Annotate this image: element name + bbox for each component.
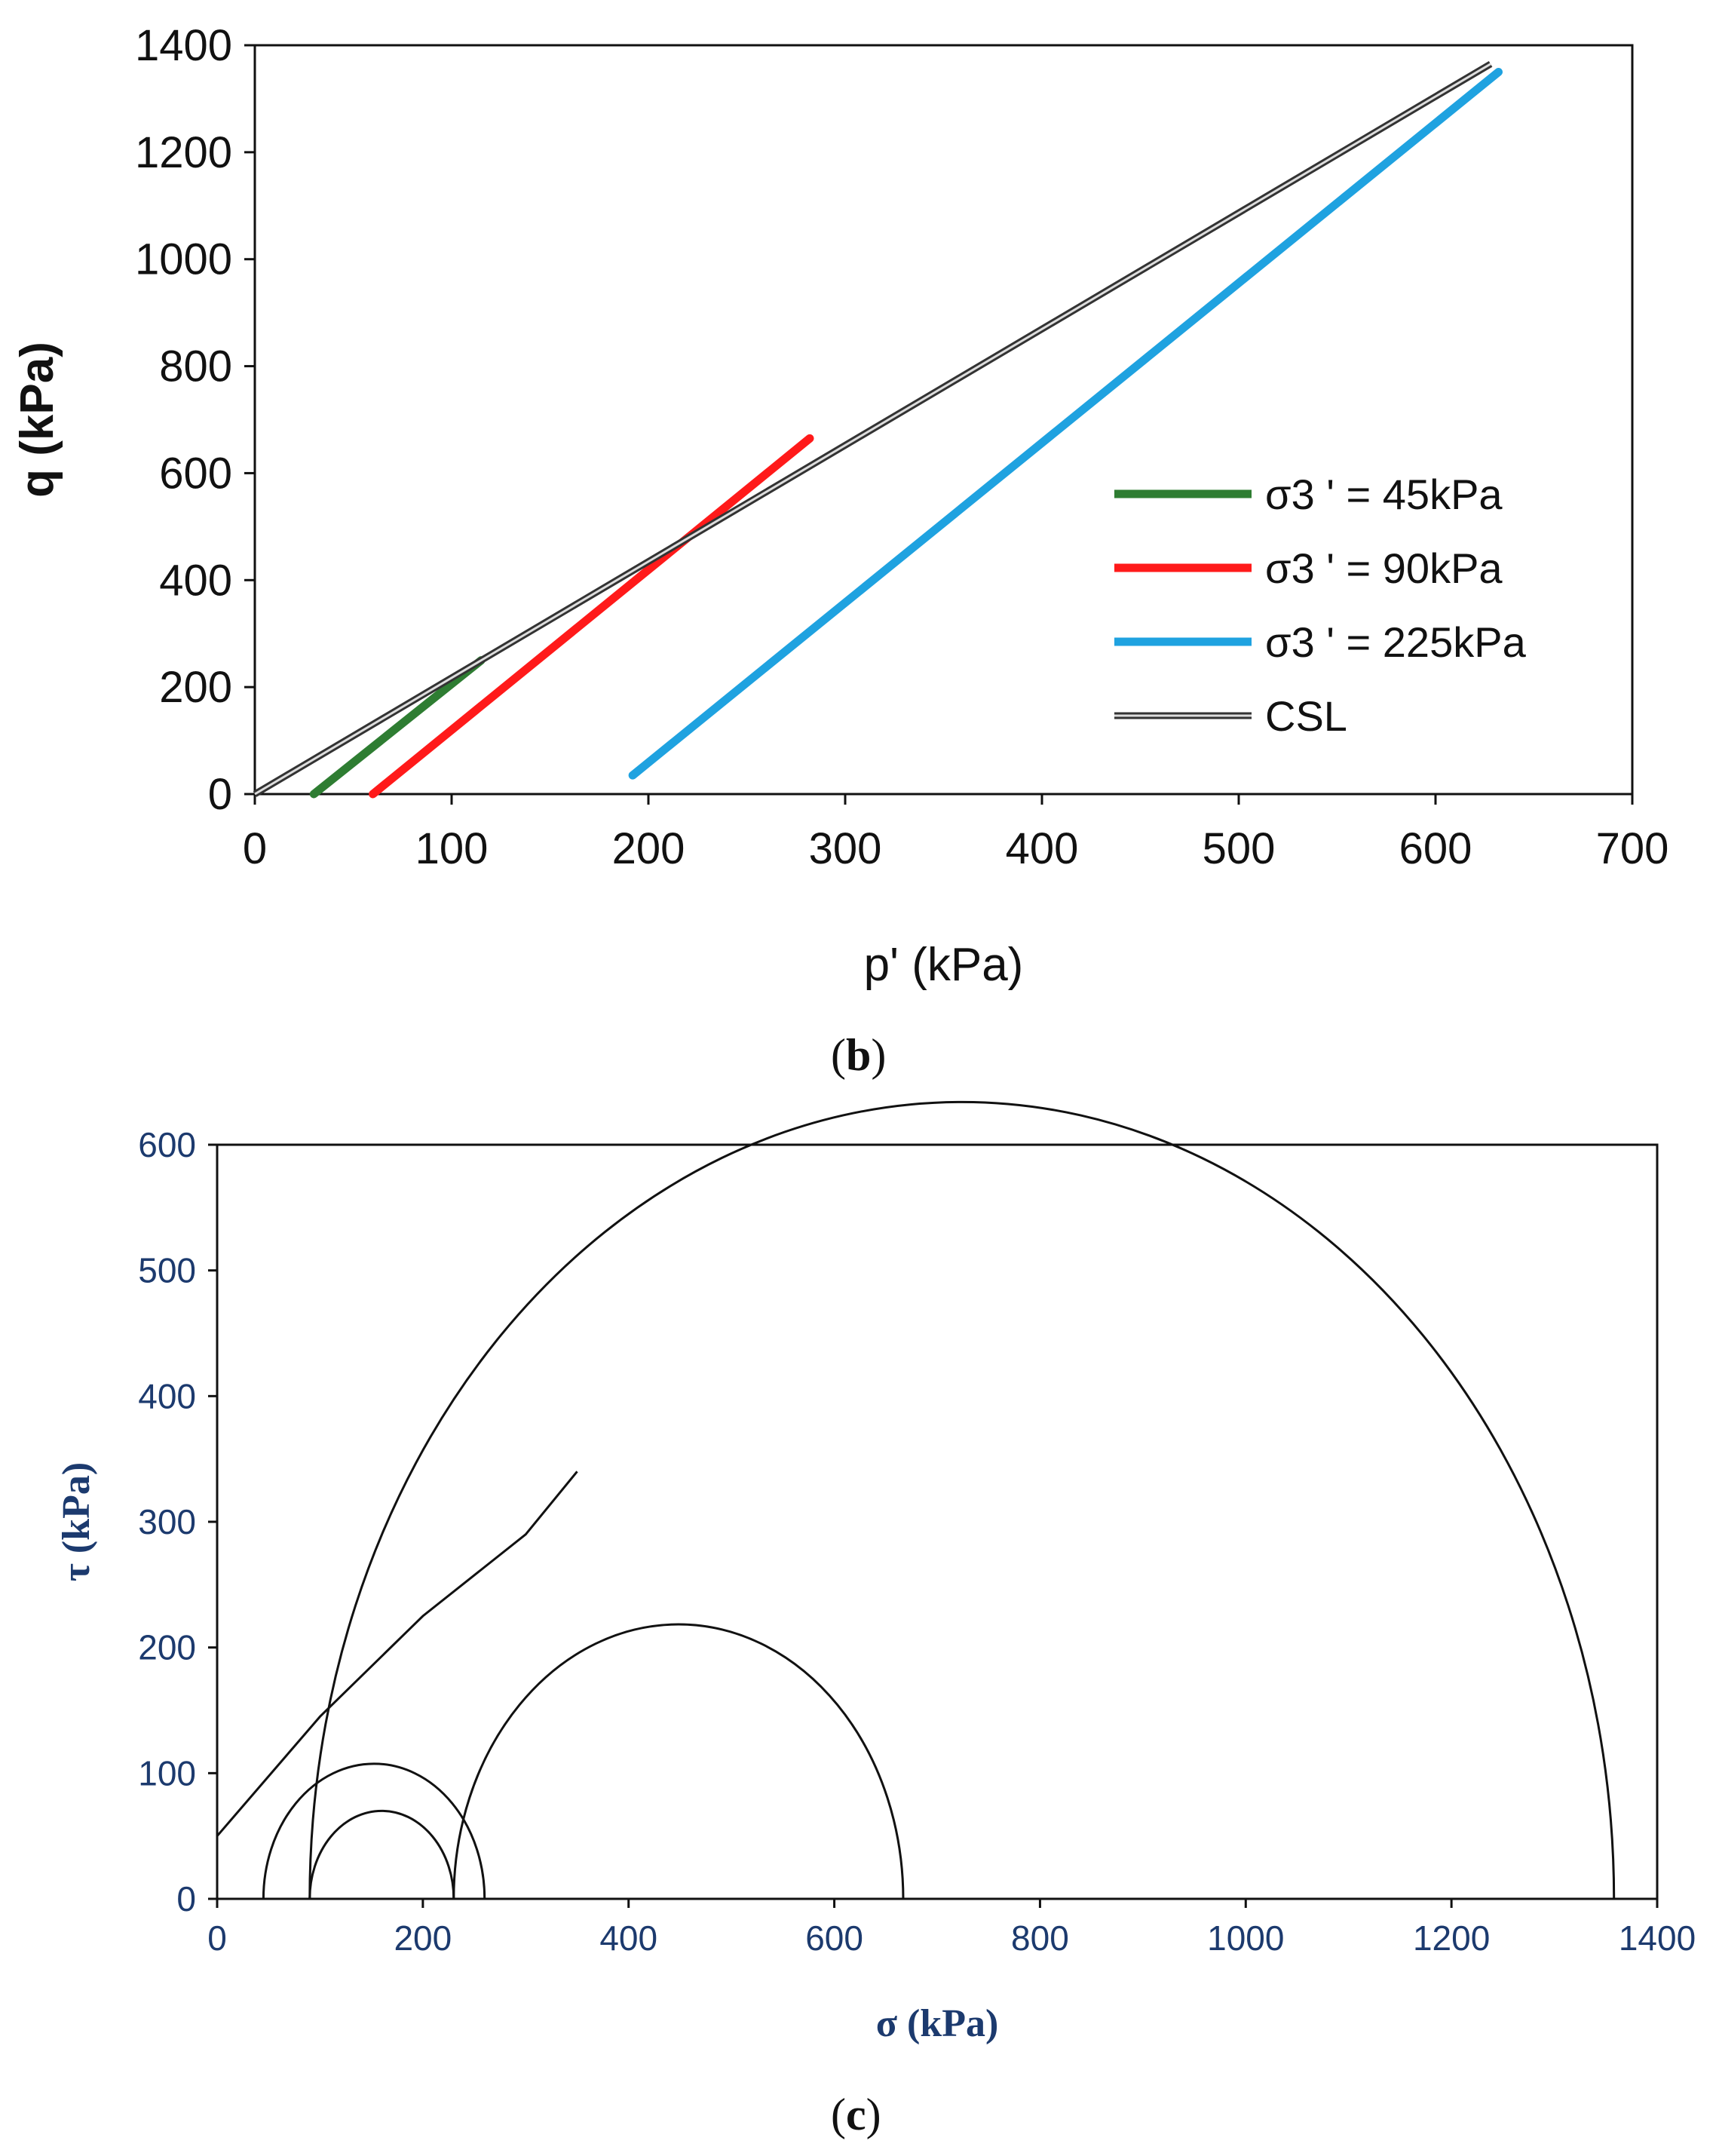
chart-c-y-tick-label: 300 (138, 1502, 196, 1541)
chart-b-x-tick-label: 0 (243, 824, 267, 873)
chart-b-y-tick-label: 1200 (135, 128, 232, 177)
chart-c-x-tick-label: 800 (1011, 1918, 1069, 1958)
chart-c-y-tick-label: 100 (138, 1753, 196, 1793)
chart-b-x-tick-label: 200 (612, 824, 685, 873)
chart-b-x-tick-label: 700 (1596, 824, 1669, 873)
chart-b-x-axis-label: p' (kPa) (864, 939, 1024, 991)
chart-b-series-2 (628, 67, 1503, 780)
chart-c-y-axis-label: τ (kPa) (55, 1462, 98, 1581)
chart-c-x-axis-label: σ (kPa) (876, 2002, 999, 2045)
chart-c-x-tick-label: 200 (394, 1918, 452, 1958)
chart-c-mohr-circle-medium (452, 1623, 905, 1900)
chart-b-y-tick-label: 0 (208, 770, 232, 819)
chart-b-legend-label-1: σ3 ' = 90kPa (1265, 544, 1503, 592)
chart-b-y-tick-label: 800 (159, 342, 232, 391)
chart-b-legend-label-2: σ3 ' = 225kPa (1265, 618, 1527, 666)
chart-b-x-tick-label: 500 (1203, 824, 1276, 873)
chart-b-x-tick-label: 100 (415, 824, 489, 873)
chart-b-legend-label-3: CSL (1265, 692, 1347, 740)
chart-b-y-tick-label: 200 (159, 663, 232, 712)
chart-b-series-0 (309, 656, 486, 799)
chart-b-y-tick-label: 1400 (135, 21, 232, 70)
chart-c-failure-envelope (216, 1471, 578, 1837)
chart-c-x-tick-label: 1000 (1207, 1918, 1284, 1958)
chart-c-x-tick-label: 600 (805, 1918, 863, 1958)
chart-b-y-axis-label: q (kPa) (11, 342, 63, 498)
chart-b-x-tick-label: 300 (809, 824, 882, 873)
chart-c-mohr-circle-small-2 (308, 1809, 455, 1900)
caption-c: (c) (831, 2090, 881, 2139)
chart-c-x-tick-label: 400 (599, 1918, 657, 1958)
chart-b-legend-label-0: σ3 ' = 45kPa (1265, 471, 1503, 518)
chart-b-x-tick-label: 400 (1006, 824, 1079, 873)
chart-c: 0 200 400 600 800 1000 1200 1400 0 100 200 300 400 5… (55, 1100, 1696, 2045)
chart-c-x-tick-label: 1400 (1619, 1918, 1696, 1958)
chart-c-x-tick-label: 0 (207, 1918, 227, 1958)
caption-b-letter: b (845, 1030, 872, 1080)
chart-b: 0 100 200 300 400 500 600 700 0 200 400 600 800 1000… (11, 21, 1668, 991)
chart-c-y-tick-label: 400 (138, 1376, 196, 1415)
chart-b-y-tick-label: 400 (159, 556, 232, 605)
chart-c-y-tick-label: 200 (138, 1628, 196, 1667)
chart-b-y-tick-label: 1000 (135, 235, 232, 284)
chart-b-plot-area (253, 44, 1634, 796)
chart-c-x-tick-label: 1200 (1413, 1918, 1490, 1958)
caption-c-letter: c (845, 2090, 866, 2139)
chart-b-series-csl (254, 63, 1491, 796)
chart-c-mohr-circle-large (308, 1100, 1616, 1900)
chart-b-x-tick-label: 600 (1399, 824, 1472, 873)
chart-b-y-tick-label: 600 (159, 449, 232, 498)
chart-c-y-tick-label: 600 (138, 1125, 196, 1164)
chart-b-series-1 (369, 434, 814, 799)
chart-c-mohr-circle-small (262, 1762, 486, 1900)
chart-c-y-tick-label: 500 (138, 1251, 196, 1290)
caption-b: (b) (831, 1030, 887, 1080)
chart-c-y-tick-label: 0 (176, 1879, 196, 1918)
